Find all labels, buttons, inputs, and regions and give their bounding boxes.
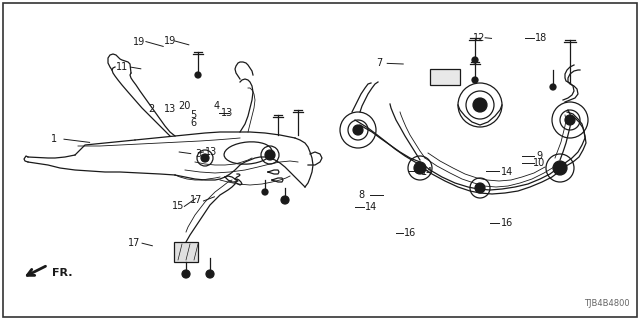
Circle shape xyxy=(565,115,575,125)
Circle shape xyxy=(201,154,209,162)
Text: 13: 13 xyxy=(221,108,234,118)
Text: 3: 3 xyxy=(195,148,202,159)
Text: TJB4B4800: TJB4B4800 xyxy=(584,299,630,308)
Text: 17: 17 xyxy=(190,195,203,205)
Circle shape xyxy=(553,161,567,175)
Text: 8: 8 xyxy=(358,189,365,200)
Text: 7: 7 xyxy=(376,58,383,68)
Circle shape xyxy=(265,150,275,160)
Text: 9: 9 xyxy=(536,151,543,161)
Text: 18: 18 xyxy=(534,33,547,43)
Text: 11: 11 xyxy=(115,62,128,72)
Text: 13: 13 xyxy=(205,147,218,157)
Text: FR.: FR. xyxy=(52,268,72,278)
Circle shape xyxy=(206,270,214,278)
Circle shape xyxy=(414,162,426,174)
Circle shape xyxy=(475,183,485,193)
Circle shape xyxy=(195,72,201,78)
Bar xyxy=(174,242,198,262)
Circle shape xyxy=(473,98,487,112)
Circle shape xyxy=(472,57,478,63)
Text: 14: 14 xyxy=(421,167,434,177)
Circle shape xyxy=(472,77,478,83)
Text: 14: 14 xyxy=(501,167,514,177)
Circle shape xyxy=(262,189,268,195)
Text: 20: 20 xyxy=(178,100,191,111)
Circle shape xyxy=(281,196,289,204)
Text: 15: 15 xyxy=(172,201,184,212)
Text: 2: 2 xyxy=(148,104,155,115)
Text: 4: 4 xyxy=(213,100,220,111)
Text: 10: 10 xyxy=(533,158,546,168)
Text: 13: 13 xyxy=(163,104,176,114)
Text: 1: 1 xyxy=(51,134,58,144)
Text: 12: 12 xyxy=(472,33,485,43)
Text: 16: 16 xyxy=(404,228,417,238)
Text: 14: 14 xyxy=(365,202,378,212)
Circle shape xyxy=(182,270,190,278)
Circle shape xyxy=(353,125,363,135)
Text: 17: 17 xyxy=(128,237,141,248)
Bar xyxy=(430,69,460,85)
Text: 19: 19 xyxy=(133,36,146,47)
Text: 5: 5 xyxy=(190,110,196,120)
Text: 16: 16 xyxy=(501,218,514,228)
Text: 19: 19 xyxy=(163,36,176,46)
Circle shape xyxy=(550,84,556,90)
Text: 6: 6 xyxy=(190,118,196,128)
